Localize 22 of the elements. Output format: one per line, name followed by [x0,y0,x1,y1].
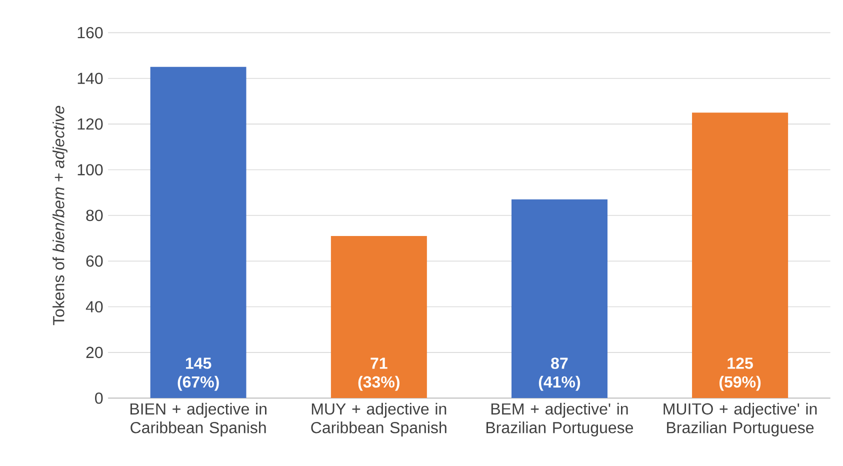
y-tick-label: 140 [78,72,103,84]
y-tick-label: 80 [86,210,103,221]
y-tick-label: 120 [78,118,103,130]
bar [511,199,608,398]
y-tick-label: 100 [78,164,103,176]
data-label: 87 (41%) [538,358,580,391]
data-label: 145 (67%) [178,358,219,391]
bar [692,112,788,398]
y-axis-title: Tokens of bien/bem + adjective [52,106,68,326]
y-tick-label: 0 [95,392,103,404]
data-label: 71 (33%) [358,358,400,391]
bar [150,66,246,398]
x-tick-label: MUY + adjective in Caribbean Spanish [311,402,446,436]
bar [330,236,427,398]
y-tick-label: 160 [78,26,103,38]
y-tick-label: 60 [86,255,103,267]
x-tick-label: MUITO + adjective' in Brazilian Portuguese [664,402,817,436]
y-tick-label: 40 [86,301,103,312]
x-tick-label: BEM + adjective' in Brazilian Portuguese [486,402,634,436]
y-tick-label: 20 [86,346,103,358]
x-tick-label: BIEN + adjective in Caribbean Spanish [130,402,266,436]
data-label: 125 (59%) [719,358,761,391]
